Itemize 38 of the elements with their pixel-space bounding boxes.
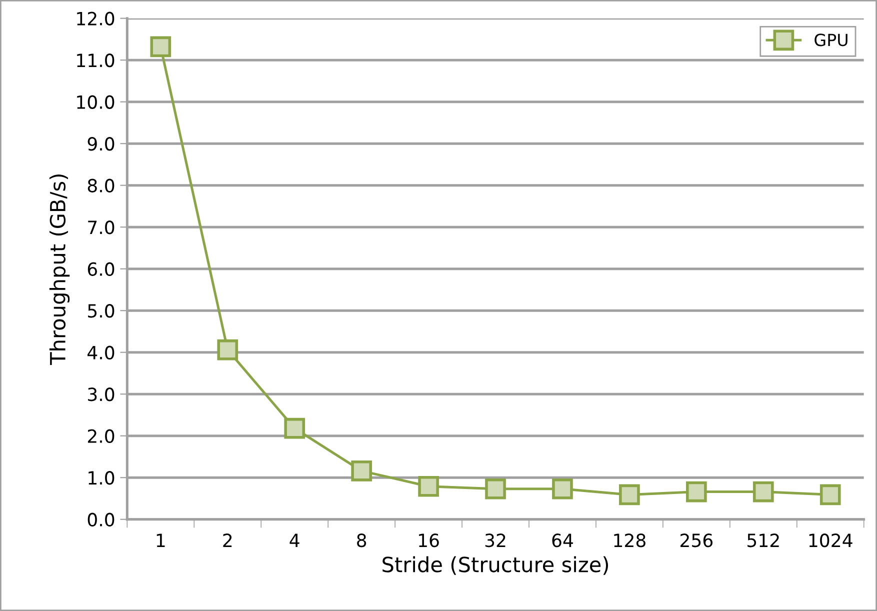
- point: [619, 484, 640, 506]
- y-tick-label: 3.0: [88, 388, 114, 402]
- y-tick-label: 10.0: [77, 95, 114, 109]
- x-tick-label: 8: [357, 534, 366, 548]
- x-tick-label: 512: [748, 534, 779, 548]
- x-axis-title: Stride (Structure size): [382, 556, 608, 575]
- y-tick-label: 1.0: [88, 471, 114, 485]
- point: [150, 36, 172, 58]
- x-tick-label: 128: [614, 534, 646, 548]
- point: [351, 460, 372, 482]
- y-tick-label: 9.0: [88, 137, 114, 151]
- y-tick-label: 4.0: [88, 346, 114, 360]
- point: [485, 478, 506, 500]
- point: [418, 476, 439, 497]
- y-tick-label: 6.0: [88, 262, 114, 276]
- x-tick-label: 2: [223, 534, 232, 547]
- point: [752, 481, 774, 502]
- point: [686, 481, 707, 502]
- x-tick-label: 32: [485, 534, 506, 548]
- y-axis-title: Throughput (GB/s): [49, 174, 70, 365]
- x-tick-label: 256: [680, 534, 713, 548]
- y-tick-label: 7.0: [88, 220, 114, 234]
- point: [217, 339, 238, 360]
- y-tick-label: 0.0: [88, 512, 114, 526]
- y-tick-label: 5.0: [88, 304, 114, 318]
- legend-label: GPU: [814, 34, 848, 46]
- y-tick-label: 12.0: [77, 12, 114, 26]
- x-tick-label: 64: [552, 534, 573, 548]
- x-tick-label: 1024: [809, 534, 852, 548]
- y-tick-label: 8.0: [88, 178, 114, 192]
- point: [552, 478, 573, 500]
- y-tick-label: 11.0: [77, 54, 114, 68]
- y-tick-label: 2.0: [88, 429, 114, 443]
- point: [820, 484, 841, 506]
- x-tick-label: 4: [290, 534, 300, 547]
- x-tick-label: 1: [156, 534, 165, 547]
- x-tick-label: 16: [419, 534, 439, 548]
- point: [284, 418, 306, 439]
